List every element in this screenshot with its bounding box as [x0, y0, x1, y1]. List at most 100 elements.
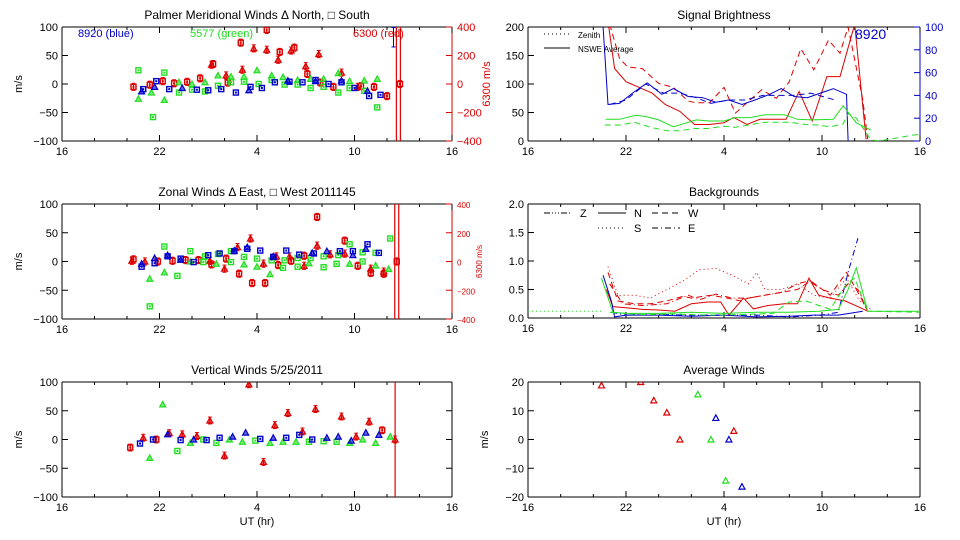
marker-triangle: [238, 65, 247, 73]
marker-square: [257, 247, 264, 254]
marker-triangle: [145, 453, 154, 461]
marker-triangle: [212, 259, 221, 267]
legend-label: NSWE Average: [578, 45, 634, 54]
chart-title: Signal Brightness: [677, 8, 770, 22]
marker-square-center: [204, 90, 206, 93]
marker-square-center: [163, 245, 166, 248]
marker-square-center: [386, 95, 388, 98]
marker-square-center: [360, 85, 362, 88]
marker-square: [396, 80, 404, 88]
x-tick-label: 16: [914, 323, 926, 335]
marker-triangle: [220, 451, 229, 459]
marker-triangle: [205, 416, 214, 424]
marker-square: [218, 85, 225, 93]
marker-square-center: [285, 436, 288, 439]
marker-triangle: [371, 438, 380, 447]
y-tick-label: 0: [52, 257, 58, 269]
y-tick-label: 100: [40, 22, 58, 34]
legend-item: N: [598, 208, 642, 220]
marker-square: [354, 262, 361, 270]
marker-square-center: [207, 89, 210, 92]
marker-square: [127, 444, 134, 451]
marker-triangle: [649, 396, 658, 404]
y-tick-label: 0.0: [509, 313, 524, 325]
marker-triangle: [345, 259, 354, 267]
plot-area: [127, 204, 400, 319]
marker-triangle: [252, 66, 262, 74]
marker-square: [364, 241, 371, 248]
marker-triangle: [384, 264, 393, 273]
y2-tick-label: −200: [457, 287, 476, 296]
panel-average: Average Winds 16 22 4 10 16 UT (hr) −20 −10 0 10 20…: [479, 363, 926, 528]
marker-triangle: [360, 76, 369, 84]
marker-triangle: [724, 435, 733, 443]
legend-item: E: [652, 223, 695, 235]
marker-square: [367, 269, 374, 277]
marker-square: [196, 75, 204, 82]
marker-triangle: [374, 430, 383, 438]
y-tick-label: 100: [506, 79, 524, 91]
marker-triangle: [269, 433, 278, 441]
series-6300-e: [609, 280, 869, 312]
marker-square-center: [337, 254, 340, 257]
annotation-label: 8920 (blue): [78, 28, 134, 40]
marker-square: [247, 83, 254, 91]
x-tick-label: 10: [816, 146, 828, 158]
marker-triangle: [213, 71, 223, 79]
y2-tick-label: 200: [457, 51, 475, 63]
marker-square: [205, 251, 212, 259]
marker-square-center: [217, 84, 219, 87]
marker-square-center: [277, 264, 280, 267]
marker-square-center: [186, 80, 189, 83]
marker-triangle: [311, 404, 320, 413]
marker-square-center: [239, 41, 242, 44]
marker-square: [213, 439, 220, 447]
x-tick-label: 16: [914, 502, 926, 514]
marker-square: [346, 241, 353, 248]
marker-square-center: [361, 251, 364, 254]
marker-square-center: [278, 50, 281, 53]
series-8920-e: [611, 238, 859, 318]
marker-square-center: [322, 266, 325, 269]
marker-triangle: [301, 61, 310, 70]
y-tick-label: 50: [46, 228, 58, 240]
marker-square-center: [298, 433, 301, 436]
series-6300-red-: [130, 27, 404, 101]
marker-square: [149, 113, 157, 121]
x-tick-label: 16: [522, 146, 534, 158]
marker-triangle: [306, 74, 315, 82]
y2-tick-label: 400: [457, 201, 471, 210]
series-line: [605, 104, 872, 131]
marker-square-center: [137, 69, 140, 72]
marker-square-center: [348, 243, 351, 246]
marker-square-center: [189, 250, 192, 253]
marker-square: [387, 235, 394, 242]
marker-square: [271, 79, 279, 86]
marker-square-center: [293, 46, 296, 49]
marker-square: [287, 257, 295, 264]
marker-square: [216, 250, 223, 257]
y2-tick-label: 100: [925, 22, 943, 34]
marker-square-center: [296, 257, 299, 260]
series-5577-nswe-average: [605, 104, 872, 131]
marker-triangle: [265, 269, 275, 278]
y-axis-label: m/s: [13, 75, 25, 93]
y-axis-label: m/s: [479, 430, 491, 448]
x-tick-label: 16: [56, 502, 68, 514]
marker-triangle: [228, 432, 237, 440]
marker-square: [187, 247, 194, 255]
marker-square: [153, 77, 160, 85]
x-tick-label: 4: [254, 146, 260, 158]
x-tick-label: 4: [721, 502, 727, 514]
marker-square-center: [215, 441, 218, 444]
series-line: [607, 266, 872, 310]
y-tick-label: 200: [506, 22, 524, 34]
marker-triangle: [207, 60, 216, 68]
marker-square-center: [168, 88, 171, 91]
marker-square-center: [140, 265, 143, 268]
y-tick-label: −100: [33, 136, 58, 148]
x-tick-label: 4: [254, 502, 260, 514]
series-8920-blue-: [137, 241, 383, 270]
marker-square-center: [176, 274, 179, 277]
marker-triangle: [291, 437, 301, 445]
